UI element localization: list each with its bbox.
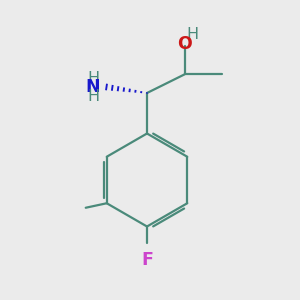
Text: H: H	[187, 27, 199, 42]
Text: O: O	[177, 35, 192, 53]
Text: H: H	[87, 89, 99, 104]
Text: N: N	[86, 78, 100, 96]
Text: H: H	[87, 71, 99, 86]
Text: F: F	[141, 251, 153, 269]
